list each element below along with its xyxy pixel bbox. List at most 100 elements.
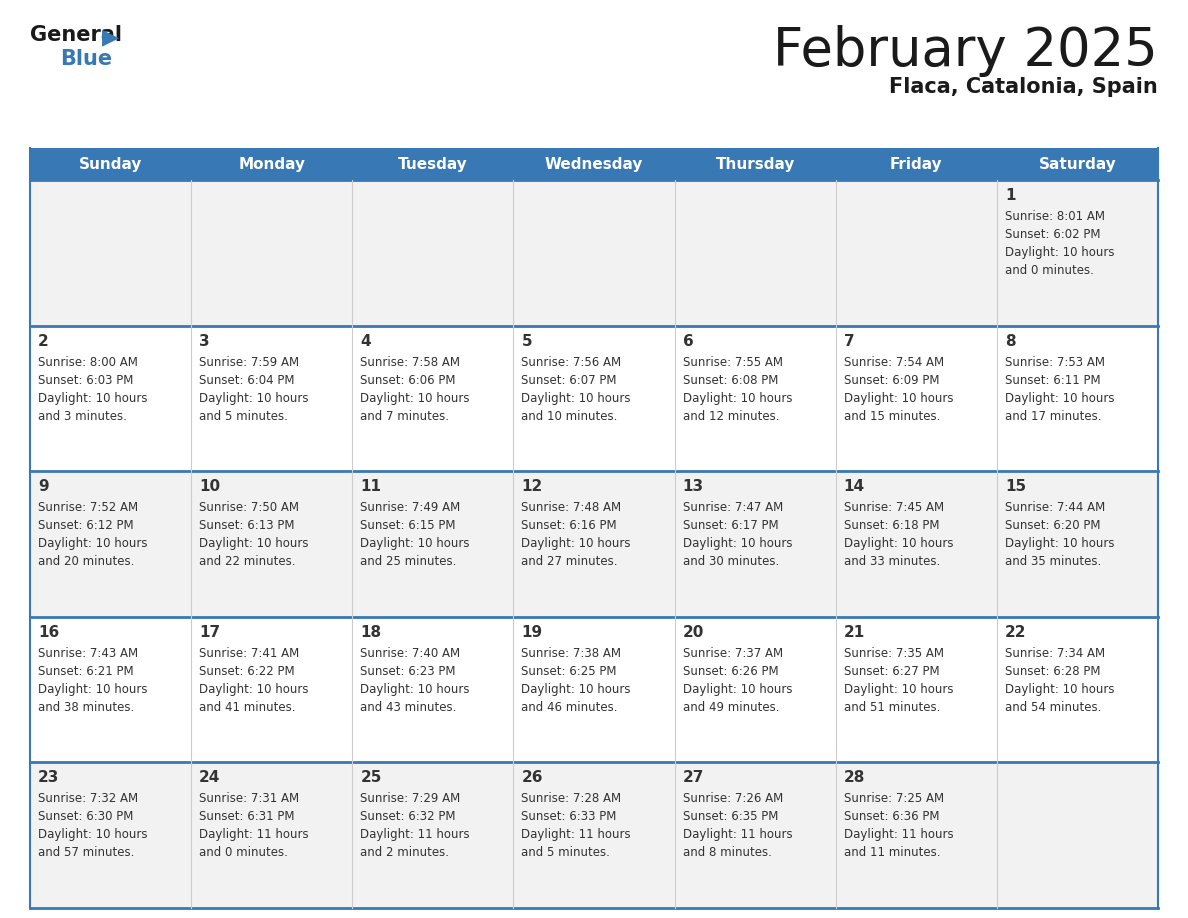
Text: 20: 20 [683, 625, 704, 640]
Text: Sunset: 6:13 PM: Sunset: 6:13 PM [200, 520, 295, 532]
Text: Sunrise: 7:31 AM: Sunrise: 7:31 AM [200, 792, 299, 805]
Text: Sunset: 6:06 PM: Sunset: 6:06 PM [360, 374, 456, 386]
Text: Daylight: 10 hours: Daylight: 10 hours [38, 683, 147, 696]
Text: Sunrise: 7:38 AM: Sunrise: 7:38 AM [522, 647, 621, 660]
Text: Daylight: 11 hours: Daylight: 11 hours [843, 828, 953, 842]
Text: Daylight: 10 hours: Daylight: 10 hours [843, 392, 953, 405]
Text: and 43 minutes.: and 43 minutes. [360, 700, 456, 714]
Text: 12: 12 [522, 479, 543, 494]
Text: Sunset: 6:12 PM: Sunset: 6:12 PM [38, 520, 133, 532]
Text: Sunset: 6:17 PM: Sunset: 6:17 PM [683, 520, 778, 532]
Text: Sunrise: 7:43 AM: Sunrise: 7:43 AM [38, 647, 138, 660]
Text: Sunrise: 7:26 AM: Sunrise: 7:26 AM [683, 792, 783, 805]
Text: Sunset: 6:31 PM: Sunset: 6:31 PM [200, 811, 295, 823]
Text: and 27 minutes.: and 27 minutes. [522, 555, 618, 568]
Text: Wednesday: Wednesday [545, 156, 643, 172]
Text: Daylight: 10 hours: Daylight: 10 hours [522, 392, 631, 405]
Text: Sunset: 6:04 PM: Sunset: 6:04 PM [200, 374, 295, 386]
Text: and 15 minutes.: and 15 minutes. [843, 409, 940, 422]
Text: and 11 minutes.: and 11 minutes. [843, 846, 940, 859]
Text: 7: 7 [843, 333, 854, 349]
Text: February 2025: February 2025 [773, 25, 1158, 77]
Text: 28: 28 [843, 770, 865, 786]
Text: Daylight: 11 hours: Daylight: 11 hours [522, 828, 631, 842]
Text: 26: 26 [522, 770, 543, 786]
Text: Daylight: 10 hours: Daylight: 10 hours [1005, 683, 1114, 696]
Text: 1: 1 [1005, 188, 1016, 203]
Text: Daylight: 10 hours: Daylight: 10 hours [38, 537, 147, 550]
Text: and 8 minutes.: and 8 minutes. [683, 846, 771, 859]
Text: Sunrise: 7:58 AM: Sunrise: 7:58 AM [360, 355, 460, 369]
Text: Sunset: 6:26 PM: Sunset: 6:26 PM [683, 665, 778, 677]
Text: Daylight: 11 hours: Daylight: 11 hours [360, 828, 470, 842]
Text: Flaca, Catalonia, Spain: Flaca, Catalonia, Spain [890, 77, 1158, 97]
Text: and 49 minutes.: and 49 minutes. [683, 700, 779, 714]
Text: Daylight: 10 hours: Daylight: 10 hours [843, 537, 953, 550]
Text: Sunset: 6:32 PM: Sunset: 6:32 PM [360, 811, 456, 823]
Text: Daylight: 10 hours: Daylight: 10 hours [522, 683, 631, 696]
Text: Sunset: 6:27 PM: Sunset: 6:27 PM [843, 665, 940, 677]
Text: Daylight: 10 hours: Daylight: 10 hours [38, 828, 147, 842]
Text: and 5 minutes.: and 5 minutes. [200, 409, 287, 422]
Text: Daylight: 10 hours: Daylight: 10 hours [1005, 246, 1114, 259]
Text: 27: 27 [683, 770, 704, 786]
Bar [30, 148, 1158, 180]
Text: ▶: ▶ [102, 27, 119, 47]
Text: 22: 22 [1005, 625, 1026, 640]
Text: Sunset: 6:23 PM: Sunset: 6:23 PM [360, 665, 456, 677]
Text: 4: 4 [360, 333, 371, 349]
Text: and 10 minutes.: and 10 minutes. [522, 409, 618, 422]
Text: and 41 minutes.: and 41 minutes. [200, 700, 296, 714]
Text: Sunrise: 7:52 AM: Sunrise: 7:52 AM [38, 501, 138, 514]
Text: 15: 15 [1005, 479, 1026, 494]
Text: and 33 minutes.: and 33 minutes. [843, 555, 940, 568]
Text: Sunrise: 7:29 AM: Sunrise: 7:29 AM [360, 792, 461, 805]
Text: Sunrise: 7:25 AM: Sunrise: 7:25 AM [843, 792, 943, 805]
Text: 18: 18 [360, 625, 381, 640]
Text: 23: 23 [38, 770, 59, 786]
Bar [30, 180, 1158, 326]
Bar [30, 617, 1158, 763]
Text: Daylight: 10 hours: Daylight: 10 hours [522, 537, 631, 550]
Text: Sunset: 6:22 PM: Sunset: 6:22 PM [200, 665, 295, 677]
Bar [30, 326, 1158, 471]
Text: Daylight: 10 hours: Daylight: 10 hours [1005, 392, 1114, 405]
Text: 10: 10 [200, 479, 220, 494]
Text: Sunrise: 7:54 AM: Sunrise: 7:54 AM [843, 355, 943, 369]
Text: Tuesday: Tuesday [398, 156, 468, 172]
Text: Sunrise: 7:47 AM: Sunrise: 7:47 AM [683, 501, 783, 514]
Text: Daylight: 10 hours: Daylight: 10 hours [683, 683, 792, 696]
Text: Sunset: 6:20 PM: Sunset: 6:20 PM [1005, 520, 1100, 532]
Text: Sunrise: 7:56 AM: Sunrise: 7:56 AM [522, 355, 621, 369]
Text: and 5 minutes.: and 5 minutes. [522, 846, 611, 859]
Text: Sunrise: 7:55 AM: Sunrise: 7:55 AM [683, 355, 783, 369]
Text: 5: 5 [522, 333, 532, 349]
Text: Sunset: 6:28 PM: Sunset: 6:28 PM [1005, 665, 1100, 677]
Text: Sunset: 6:07 PM: Sunset: 6:07 PM [522, 374, 617, 386]
Text: Sunset: 6:21 PM: Sunset: 6:21 PM [38, 665, 133, 677]
Text: Daylight: 10 hours: Daylight: 10 hours [843, 683, 953, 696]
Text: and 30 minutes.: and 30 minutes. [683, 555, 779, 568]
Text: 9: 9 [38, 479, 49, 494]
Text: and 38 minutes.: and 38 minutes. [38, 700, 134, 714]
Text: Sunrise: 7:50 AM: Sunrise: 7:50 AM [200, 501, 299, 514]
Text: Sunset: 6:36 PM: Sunset: 6:36 PM [843, 811, 940, 823]
Text: 16: 16 [38, 625, 59, 640]
Text: Sunset: 6:25 PM: Sunset: 6:25 PM [522, 665, 617, 677]
Bar [30, 763, 1158, 908]
Text: Sunrise: 7:44 AM: Sunrise: 7:44 AM [1005, 501, 1105, 514]
Text: 21: 21 [843, 625, 865, 640]
Text: General: General [30, 25, 122, 45]
Text: Sunrise: 7:28 AM: Sunrise: 7:28 AM [522, 792, 621, 805]
Text: and 17 minutes.: and 17 minutes. [1005, 409, 1101, 422]
Text: Sunset: 6:02 PM: Sunset: 6:02 PM [1005, 228, 1100, 241]
Text: Sunset: 6:30 PM: Sunset: 6:30 PM [38, 811, 133, 823]
Text: 8: 8 [1005, 333, 1016, 349]
Text: 17: 17 [200, 625, 220, 640]
Text: 6: 6 [683, 333, 694, 349]
Text: 24: 24 [200, 770, 221, 786]
Text: Sunrise: 7:53 AM: Sunrise: 7:53 AM [1005, 355, 1105, 369]
Text: and 35 minutes.: and 35 minutes. [1005, 555, 1101, 568]
Text: 3: 3 [200, 333, 210, 349]
Text: Sunrise: 7:40 AM: Sunrise: 7:40 AM [360, 647, 461, 660]
